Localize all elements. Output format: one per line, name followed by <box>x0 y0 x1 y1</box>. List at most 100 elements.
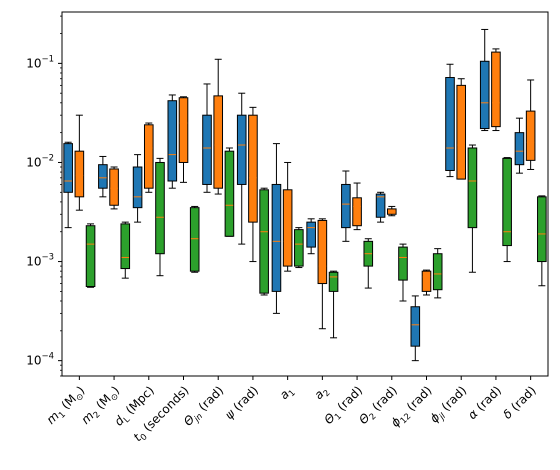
box-body <box>178 97 189 163</box>
box-body <box>271 183 282 292</box>
y-tick-label: 10−1 <box>26 54 54 70</box>
box-3-5 <box>224 147 235 237</box>
box-body <box>74 150 85 198</box>
box-body <box>306 221 316 248</box>
box-2-1 <box>74 114 85 211</box>
box-body <box>167 100 178 182</box>
box-3-4 <box>189 205 200 273</box>
box-3-1 <box>85 223 96 288</box>
box-body <box>202 114 212 185</box>
x-tick-label: ϕjl (rad) <box>427 383 471 427</box>
box-3-13 <box>502 157 512 263</box>
box-body <box>132 166 143 209</box>
box-body <box>120 223 131 270</box>
box-body <box>85 225 96 288</box>
box-1-5 <box>202 83 212 193</box>
box-2-9 <box>352 182 362 231</box>
x-tick-label: a2 <box>312 383 333 404</box>
box-body <box>189 207 200 272</box>
box-body <box>432 253 443 291</box>
box-body <box>445 77 455 171</box>
y-tick-label: 10−2 <box>26 153 54 169</box>
box-1-12 <box>445 63 455 178</box>
box-body <box>525 110 536 161</box>
box-body <box>109 168 119 206</box>
box-1-10 <box>375 191 386 223</box>
box-body <box>375 193 386 218</box>
box-1-2 <box>98 155 108 198</box>
box-body <box>352 197 362 227</box>
box-2-14 <box>525 79 536 170</box>
box-body <box>456 84 467 180</box>
box-2-5 <box>213 58 224 195</box>
box-3-14 <box>537 195 547 287</box>
x-tick-label: ψ (rad) <box>222 383 261 422</box>
boxes-layer <box>63 28 547 362</box>
box-1-8 <box>306 218 316 255</box>
box-body <box>143 124 154 189</box>
box-3-7 <box>294 227 304 269</box>
box-body <box>341 183 351 229</box>
box-body <box>282 189 293 267</box>
box-2-7 <box>282 161 293 272</box>
box-body <box>317 219 328 285</box>
box-1-6 <box>236 92 247 245</box>
box-1-13 <box>479 28 490 132</box>
box-2-2 <box>109 166 119 210</box>
box-2-12 <box>456 78 467 180</box>
x-axis: m1 (M⊙)m2 (M⊙)dL (Mpc)t0 (seconds)Θjn (r… <box>44 376 539 444</box>
box-body <box>398 246 408 281</box>
series-1 <box>63 28 525 362</box>
box-body <box>467 147 478 229</box>
box-3-6 <box>259 187 269 296</box>
y-tick-label: 10−4 <box>26 352 54 368</box>
box-2-3 <box>143 122 154 193</box>
box-body <box>294 229 304 267</box>
box-1-7 <box>271 143 282 314</box>
box-body <box>248 114 258 223</box>
box-body <box>224 150 235 237</box>
x-tick-label: δ (rad) <box>500 383 538 421</box>
box-3-10 <box>398 243 408 302</box>
box-body <box>98 164 108 189</box>
box-body <box>63 143 73 193</box>
box-body <box>479 60 490 130</box>
box-body <box>236 114 247 185</box>
box-body <box>328 271 339 292</box>
box-body <box>259 189 269 294</box>
box-2-11 <box>421 269 432 296</box>
box-1-11 <box>410 295 421 362</box>
box-2-10 <box>386 205 397 217</box>
box-3-8 <box>328 270 339 339</box>
y-tick-label: 10−3 <box>26 253 54 269</box>
box-1-1 <box>63 141 73 229</box>
box-1-3 <box>132 154 143 223</box>
series-3 <box>85 144 547 339</box>
box-3-9 <box>363 238 374 289</box>
box-1-4 <box>167 94 178 189</box>
box-2-8 <box>317 218 328 330</box>
x-tick-label: α (rad) <box>465 383 504 422</box>
box-1-9 <box>341 170 351 242</box>
box-body <box>213 95 224 189</box>
box-body <box>491 51 501 128</box>
box-1-14 <box>514 117 525 174</box>
box-body <box>421 270 432 292</box>
box-2-4 <box>178 96 189 183</box>
box-3-2 <box>120 221 131 279</box>
x-tick-label: a1 <box>277 383 298 404</box>
box-body <box>502 157 512 247</box>
box-2-6 <box>248 106 258 263</box>
series-2 <box>74 48 536 330</box>
box-body <box>514 132 525 166</box>
box-3-3 <box>155 157 165 277</box>
box-3-11 <box>432 248 443 299</box>
y-axis: 10−4 10−3 10−2 10−1 <box>26 15 62 377</box>
box-3-12 <box>467 144 478 273</box>
box-2-13 <box>491 48 501 132</box>
plot-frame <box>61 11 549 377</box>
box-body <box>410 306 421 347</box>
box-body <box>155 161 165 255</box>
